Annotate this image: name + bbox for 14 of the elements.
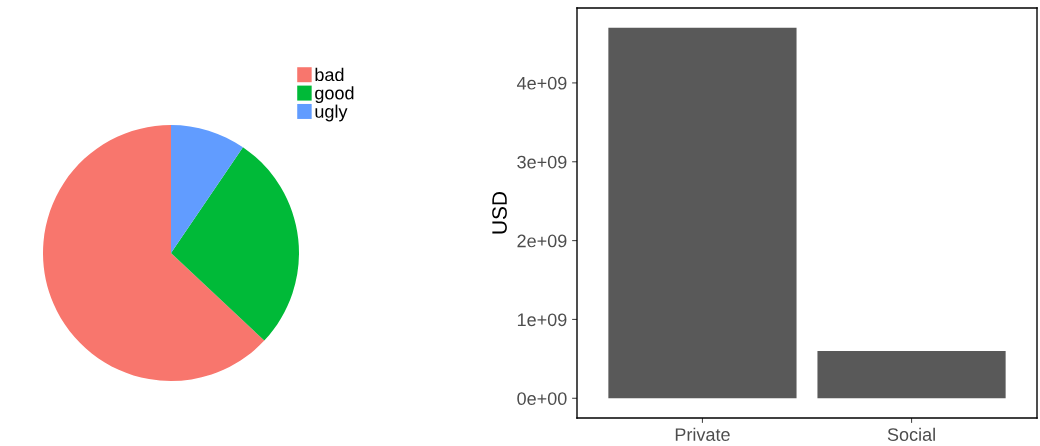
x-tick-label: Private: [675, 427, 730, 441]
y-tick-label: 4e+09: [516, 76, 567, 90]
pie-slice: [171, 147, 299, 341]
legend-label: good: [315, 86, 354, 104]
legend-label: bad: [315, 67, 344, 82]
y-tick-label: 0e+00: [517, 392, 567, 406]
pie-slice: [43, 125, 265, 381]
pie-slice: [171, 125, 243, 253]
y-axis-title: USD: [492, 192, 507, 234]
legend-label: ugly: [315, 104, 348, 122]
y-tick-label: 1e+09: [517, 313, 567, 327]
y-tick-label: 2e+09: [517, 234, 567, 248]
x-tick-label: Social: [887, 427, 935, 441]
y-tick-label: 3e+09: [517, 155, 567, 169]
